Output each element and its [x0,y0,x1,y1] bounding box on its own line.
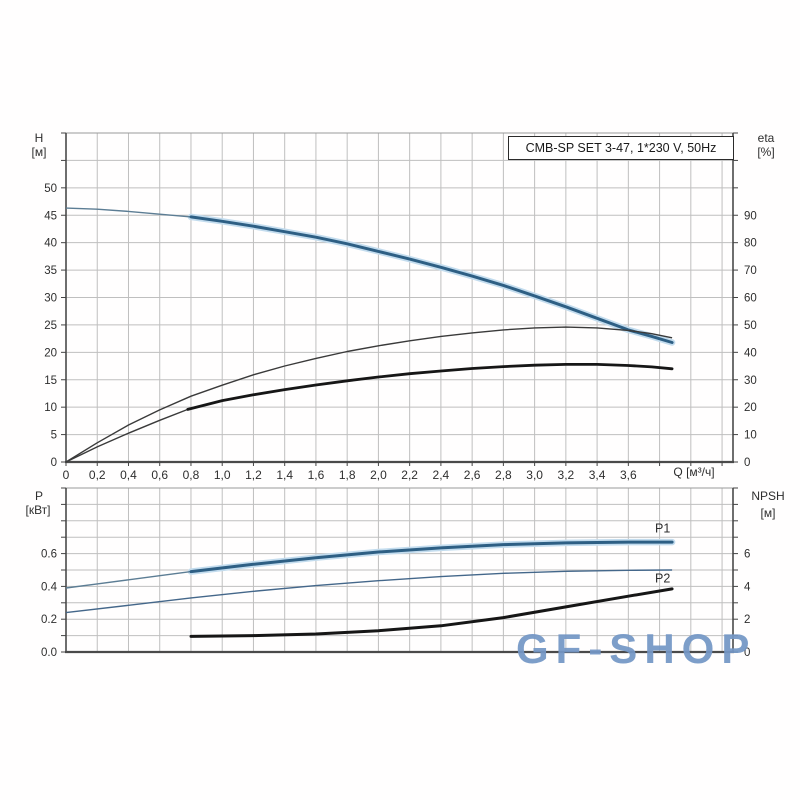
axis-tick-labels: 0 5 10 15 20 25 30 35 40 45 50 0 10 20 30 40 50 60 70 80 90 0… [44,183,757,482]
p1-power-curve [189,540,674,574]
svg-text:0.6: 0.6 [41,549,57,561]
svg-text:0,8: 0,8 [183,468,200,482]
svg-text:0.4: 0.4 [41,581,58,593]
power-npsh-chart: 0.0 0.2 0.4 0.6 0 2 4 6 P1 P2 [41,487,751,659]
efficiency-pump-motor-curve [186,362,674,411]
npsh-axis-unit: [м] [760,506,776,520]
svg-text:4: 4 [744,581,751,593]
svg-text:50: 50 [44,183,57,195]
svg-text:0,6: 0,6 [151,468,168,482]
h-axis-label: H [34,131,44,145]
svg-text:25: 25 [44,320,57,332]
svg-text:3,4: 3,4 [589,468,606,482]
head-curve [189,215,674,344]
npsh-axis-label: NPSH [751,489,785,503]
p1-power-curve-lead [65,570,192,589]
axis-ticks [61,132,738,466]
efficiency-pump-motor-curve-lead [65,408,189,463]
svg-text:2,6: 2,6 [464,468,481,482]
svg-text:2: 2 [744,614,750,626]
p1-power-curve-halo [187,538,676,575]
svg-text:0: 0 [744,647,750,659]
npsh-curve [189,587,674,638]
svg-text:0.2: 0.2 [41,614,57,626]
svg-text:20: 20 [44,347,57,359]
h-axis-unit: [м] [31,145,47,159]
svg-text:40: 40 [744,347,757,359]
hq-efficiency-chart: 0 5 10 15 20 25 30 35 40 45 50 0 10 20 30 40 50 60 70 80 90 0… [44,132,757,482]
svg-text:1,6: 1,6 [308,468,325,482]
p-axis-unit: [кВт] [25,503,51,517]
svg-text:2,4: 2,4 [433,468,450,482]
svg-text:1,2: 1,2 [245,468,262,482]
svg-text:35: 35 [44,265,57,277]
svg-text:50: 50 [744,320,757,332]
eta-axis-label: eta [757,131,775,145]
svg-text:3,2: 3,2 [558,468,575,482]
svg-text:0: 0 [51,457,57,469]
svg-text:30: 30 [744,375,757,387]
svg-text:20: 20 [744,402,757,414]
p2-power-curve-label: P2 [655,571,670,585]
svg-text:3,6: 3,6 [620,468,637,482]
p1-power-curve-label: P1 [655,521,670,535]
svg-text:2,0: 2,0 [370,468,387,482]
svg-text:0.0: 0.0 [41,647,57,659]
svg-text:60: 60 [744,293,757,305]
svg-text:45: 45 [44,210,57,222]
svg-text:40: 40 [44,238,57,250]
efficiency-pump-curve-lead [65,326,673,463]
shop-watermark: GF-SHOP [516,625,757,672]
p2-power-curve-lead [65,569,673,614]
svg-text:0,2: 0,2 [89,468,106,482]
svg-text:80: 80 [744,238,757,250]
svg-text:5: 5 [51,430,57,442]
svg-text:6: 6 [744,549,750,561]
pump-model-title: CMB-SP SET 3-47, 1*230 V, 50Hz [508,136,734,160]
svg-text:2,2: 2,2 [401,468,418,482]
head-curve-halo [187,213,676,346]
eta-axis-unit: [%] [757,145,775,159]
svg-text:10: 10 [744,430,757,442]
svg-text:1,8: 1,8 [339,468,356,482]
svg-text:15: 15 [44,375,57,387]
svg-text:90: 90 [744,210,757,222]
svg-text:0: 0 [744,457,750,469]
svg-text:70: 70 [744,265,757,277]
p-axis-label: P [34,489,43,503]
gridlines [66,133,733,462]
svg-text:0: 0 [63,468,70,482]
head-curve-lead [65,207,192,218]
svg-text:1,0: 1,0 [214,468,231,482]
svg-text:30: 30 [44,293,57,305]
svg-text:2,8: 2,8 [495,468,512,482]
q-axis-label: Q [м³/ч] [673,465,715,479]
axis-ticks [61,487,738,653]
svg-text:0,4: 0,4 [120,468,137,482]
svg-text:3,0: 3,0 [526,468,543,482]
svg-text:10: 10 [44,402,57,414]
axis-tick-labels: 0.0 0.2 0.4 0.6 0 2 4 6 [41,549,751,659]
svg-text:1,4: 1,4 [276,468,293,482]
